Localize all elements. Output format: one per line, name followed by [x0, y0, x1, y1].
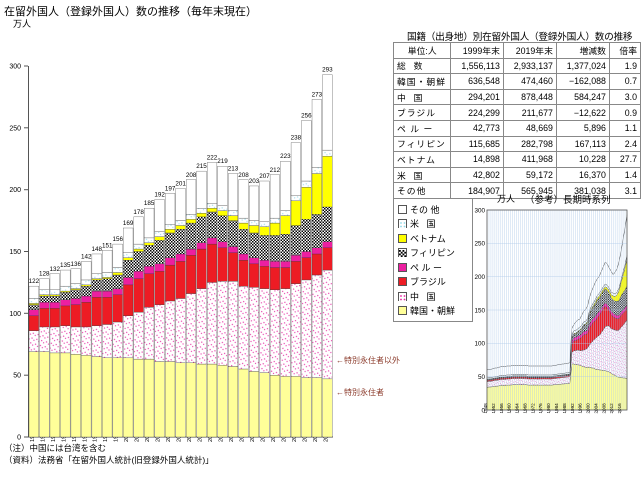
svg-text:1988: 1988	[562, 403, 567, 414]
svg-text:148: 148	[91, 246, 102, 253]
svg-text:250: 250	[474, 241, 485, 248]
svg-text:1956: 1956	[499, 403, 504, 414]
svg-text:208: 208	[186, 172, 197, 179]
svg-text:122: 122	[29, 278, 40, 285]
svg-text:1992: 1992	[570, 403, 575, 414]
svg-text:2000: 2000	[586, 403, 591, 414]
svg-text:273: 273	[312, 91, 323, 98]
svg-text:150: 150	[474, 307, 485, 314]
svg-text:178: 178	[133, 209, 144, 216]
svg-text:135: 135	[60, 262, 71, 269]
svg-text:1964: 1964	[515, 403, 520, 414]
svg-text:1952: 1952	[491, 403, 496, 414]
svg-text:203: 203	[249, 178, 260, 185]
svg-text:200: 200	[474, 274, 485, 281]
svg-text:222: 222	[207, 155, 218, 162]
svg-text:128: 128	[39, 271, 50, 278]
svg-text:223: 223	[280, 153, 291, 160]
svg-text:50: 50	[478, 374, 486, 381]
svg-text:208: 208	[238, 172, 249, 179]
svg-text:2004: 2004	[593, 403, 598, 414]
svg-text:1960: 1960	[507, 403, 512, 414]
svg-text:300: 300	[9, 64, 21, 71]
svg-text:293: 293	[322, 67, 333, 74]
svg-text:151: 151	[102, 242, 113, 249]
svg-text:250: 250	[9, 125, 21, 132]
svg-text:197: 197	[165, 185, 176, 192]
svg-text:150: 150	[9, 249, 21, 256]
svg-text:215: 215	[196, 163, 207, 170]
svg-text:136: 136	[71, 261, 82, 268]
svg-text:213: 213	[228, 166, 239, 173]
svg-text:50: 50	[13, 373, 21, 380]
svg-text:1948: 1948	[483, 403, 488, 414]
svg-text:100: 100	[9, 311, 21, 318]
svg-text:200: 200	[9, 187, 21, 194]
svg-text:132: 132	[50, 266, 61, 273]
svg-text:300: 300	[474, 207, 485, 214]
svg-text:100: 100	[474, 341, 485, 348]
svg-text:1976: 1976	[538, 403, 543, 414]
svg-text:2016: 2016	[617, 403, 622, 414]
svg-text:1972: 1972	[530, 403, 535, 414]
svg-text:238: 238	[291, 135, 302, 142]
svg-text:256: 256	[301, 112, 312, 119]
svg-text:201: 201	[175, 180, 186, 187]
svg-text:219: 219	[217, 158, 228, 165]
svg-text:142: 142	[81, 253, 92, 260]
svg-text:169: 169	[123, 220, 134, 227]
svg-text:207: 207	[259, 173, 270, 180]
svg-text:212: 212	[270, 167, 281, 174]
svg-text:2008: 2008	[601, 403, 606, 414]
svg-text:2012: 2012	[609, 403, 614, 414]
svg-text:0: 0	[17, 435, 21, 442]
svg-text:185: 185	[144, 200, 155, 207]
svg-text:156: 156	[112, 236, 123, 243]
svg-text:1996: 1996	[578, 403, 583, 414]
svg-text:1968: 1968	[522, 403, 527, 414]
svg-text:1980: 1980	[546, 403, 551, 414]
svg-text:192: 192	[154, 192, 165, 199]
svg-text:1984: 1984	[554, 403, 559, 414]
